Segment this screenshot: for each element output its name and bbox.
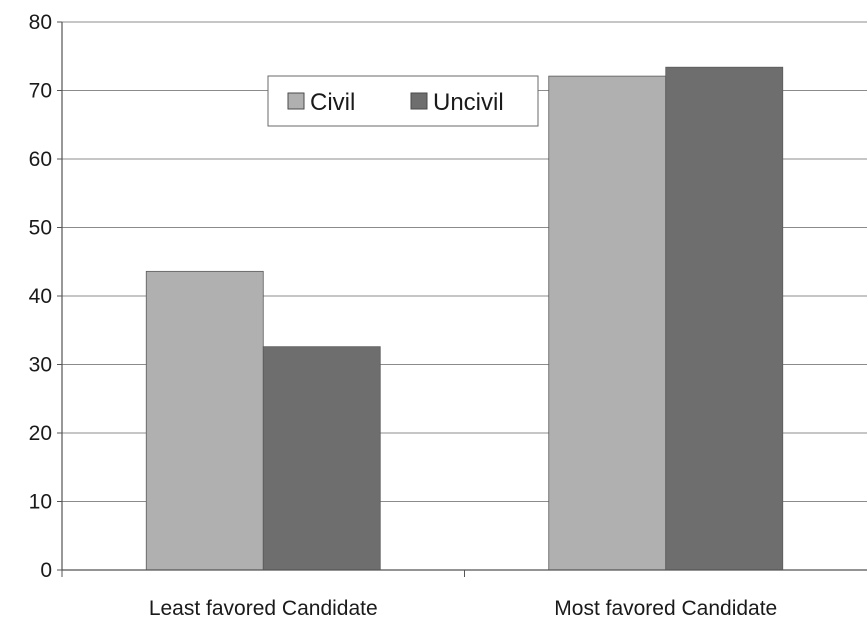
bars: [145, 66, 784, 571]
y-tick-label: 40: [29, 285, 52, 308]
y-tick-label: 30: [29, 354, 52, 377]
y-tick-label: 70: [29, 80, 52, 103]
y-tick-label: 20: [29, 422, 52, 445]
bar-civil-2: [548, 75, 667, 571]
legend: Civil Uncivil: [267, 75, 539, 127]
axes: 0 10 20 30 40 50 60 70 80 Least favored Candidate…: [29, 11, 867, 620]
bar-uncivil-1: [262, 346, 381, 571]
bar-uncivil-2: [665, 66, 784, 571]
legend-box: [267, 75, 539, 127]
x-category-label: Least favored Candidate: [149, 597, 378, 620]
y-tick-label: 60: [29, 148, 52, 171]
y-tick-label: 10: [29, 491, 52, 514]
legend-label-civil: Civil: [310, 89, 355, 116]
legend-swatch-civil: [287, 92, 305, 110]
bar-civil-1: [145, 270, 264, 571]
y-tick-label: 80: [29, 11, 52, 34]
legend-swatch-uncivil: [410, 92, 428, 110]
y-tick-label: 50: [29, 217, 52, 240]
legend-label-uncivil: Uncivil: [433, 89, 504, 116]
y-tick-label: 0: [40, 559, 52, 582]
x-category-label: Most favored Candidate: [554, 597, 777, 620]
